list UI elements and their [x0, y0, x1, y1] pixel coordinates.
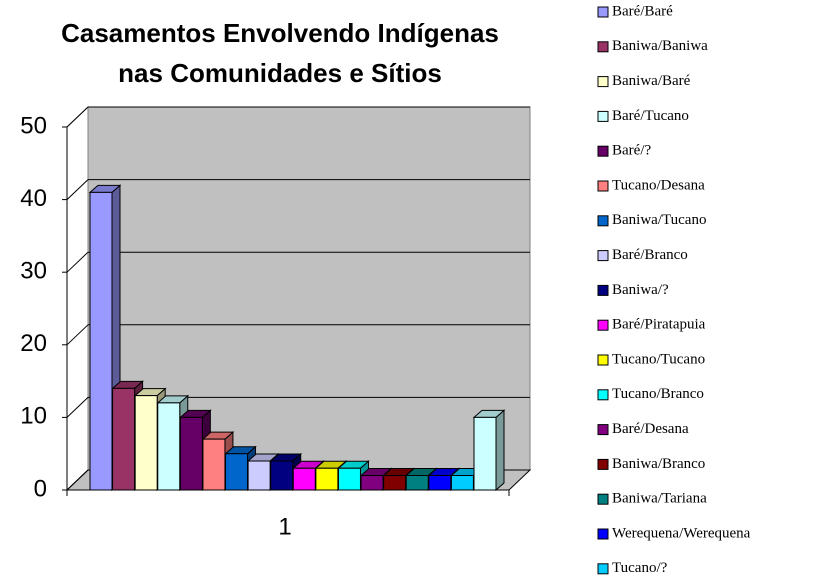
grid-line	[66, 469, 89, 491]
chart-title: nas Comunidades e Sítios	[118, 58, 442, 88]
bar-face	[134, 395, 158, 491]
grid-line	[66, 397, 89, 418]
bar-face	[383, 474, 407, 491]
legend-label: Baré/Tucano	[612, 108, 689, 124]
bar-face	[315, 467, 339, 491]
legend-swatch	[597, 215, 609, 227]
bar-face	[202, 438, 226, 491]
bar	[472, 409, 506, 492]
bar-face	[473, 416, 497, 491]
bar-face	[247, 460, 271, 491]
legend-swatch	[597, 424, 609, 436]
bar-face	[360, 474, 384, 491]
grid-line	[66, 106, 89, 128]
legend-swatch	[597, 319, 609, 331]
bar-face	[495, 409, 505, 492]
legend-label: Tucano/Branco	[612, 386, 704, 402]
legend-swatch	[597, 145, 609, 157]
legend-label: Tucano/Desana	[612, 177, 705, 193]
legend-swatch	[597, 284, 609, 296]
legend-swatch	[597, 354, 609, 366]
legend-label: Baré/?	[612, 143, 651, 159]
grid-line	[66, 324, 89, 346]
legend-label: Baniwa/Tucano	[612, 212, 706, 228]
bar-face	[157, 402, 181, 491]
chart-title: Casamentos Envolvendo Indígenas	[61, 18, 499, 48]
bar-face	[292, 467, 316, 491]
bar-face	[112, 387, 136, 491]
y-tick-label: 40	[20, 185, 47, 212]
y-tick-label: 0	[34, 475, 47, 502]
bar-face	[428, 474, 452, 491]
legend-swatch	[597, 76, 609, 88]
legend-swatch	[597, 493, 609, 505]
legend-label: Baniwa/Baniwa	[612, 38, 708, 54]
legend-label: Baré/Piratapuia	[612, 317, 706, 333]
legend-label: Tucano/Tucano	[612, 351, 705, 367]
bar-face	[450, 474, 474, 491]
legend-label: Baré/Baré	[612, 3, 673, 19]
y-tick-label: 20	[20, 330, 47, 357]
bar-face	[337, 467, 361, 491]
legend-label: Tucano/?	[612, 560, 668, 576]
legend-label: Baré/Branco	[612, 247, 688, 263]
legend-label: Baré/Desana	[612, 421, 689, 437]
legend-swatch	[597, 180, 609, 192]
grid-line	[66, 179, 89, 200]
side-wall	[66, 105, 89, 492]
legend-swatch	[597, 389, 609, 401]
y-tick-label: 10	[20, 403, 47, 430]
legend-label: Baniwa/Tariana	[612, 491, 707, 507]
legend-swatch	[597, 6, 609, 18]
legend-swatch	[597, 250, 609, 262]
bar-face	[225, 453, 249, 491]
y-tick-label: 50	[20, 112, 47, 139]
legend-label: Baniwa/?	[612, 282, 669, 298]
legend-swatch	[597, 528, 609, 540]
grid-line	[66, 251, 89, 273]
legend-label: Baniwa/Branco	[612, 456, 705, 472]
x-tick-label: 1	[278, 513, 291, 540]
legend-swatch	[597, 41, 609, 53]
y-tick-label: 30	[20, 258, 47, 285]
bar-face	[270, 460, 294, 491]
legend-label: Baniwa/Baré	[612, 73, 691, 89]
bar-face	[405, 474, 429, 491]
legend-swatch	[597, 458, 609, 470]
legend-label: Werequena/Werequena	[612, 525, 751, 541]
legend-swatch	[597, 110, 609, 122]
bar-face	[179, 416, 203, 491]
bar-face	[89, 191, 113, 491]
legend-swatch	[597, 563, 609, 575]
